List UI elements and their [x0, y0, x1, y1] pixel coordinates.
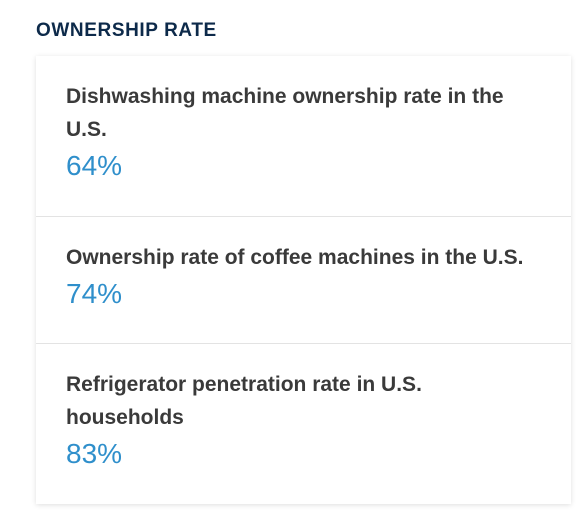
stats-card: Dishwashing machine ownership rate in th…: [36, 56, 571, 504]
stat-item-dishwasher[interactable]: Dishwashing machine ownership rate in th…: [36, 56, 571, 216]
stat-item-coffee-machine[interactable]: Ownership rate of coffee machines in the…: [36, 216, 571, 343]
stat-value: 83%: [66, 438, 123, 469]
stat-item-refrigerator[interactable]: Refrigerator penetration rate in U.S. ho…: [36, 343, 571, 504]
stat-value: 64%: [66, 150, 123, 181]
stat-label: Refrigerator penetration rate in U.S. ho…: [66, 373, 422, 429]
section-title: OWNERSHIP RATE: [36, 20, 217, 41]
stat-value: 74%: [66, 278, 123, 309]
stat-label: Dishwashing machine ownership rate in th…: [66, 85, 504, 141]
stat-label: Ownership rate of coffee machines in the…: [66, 246, 524, 269]
